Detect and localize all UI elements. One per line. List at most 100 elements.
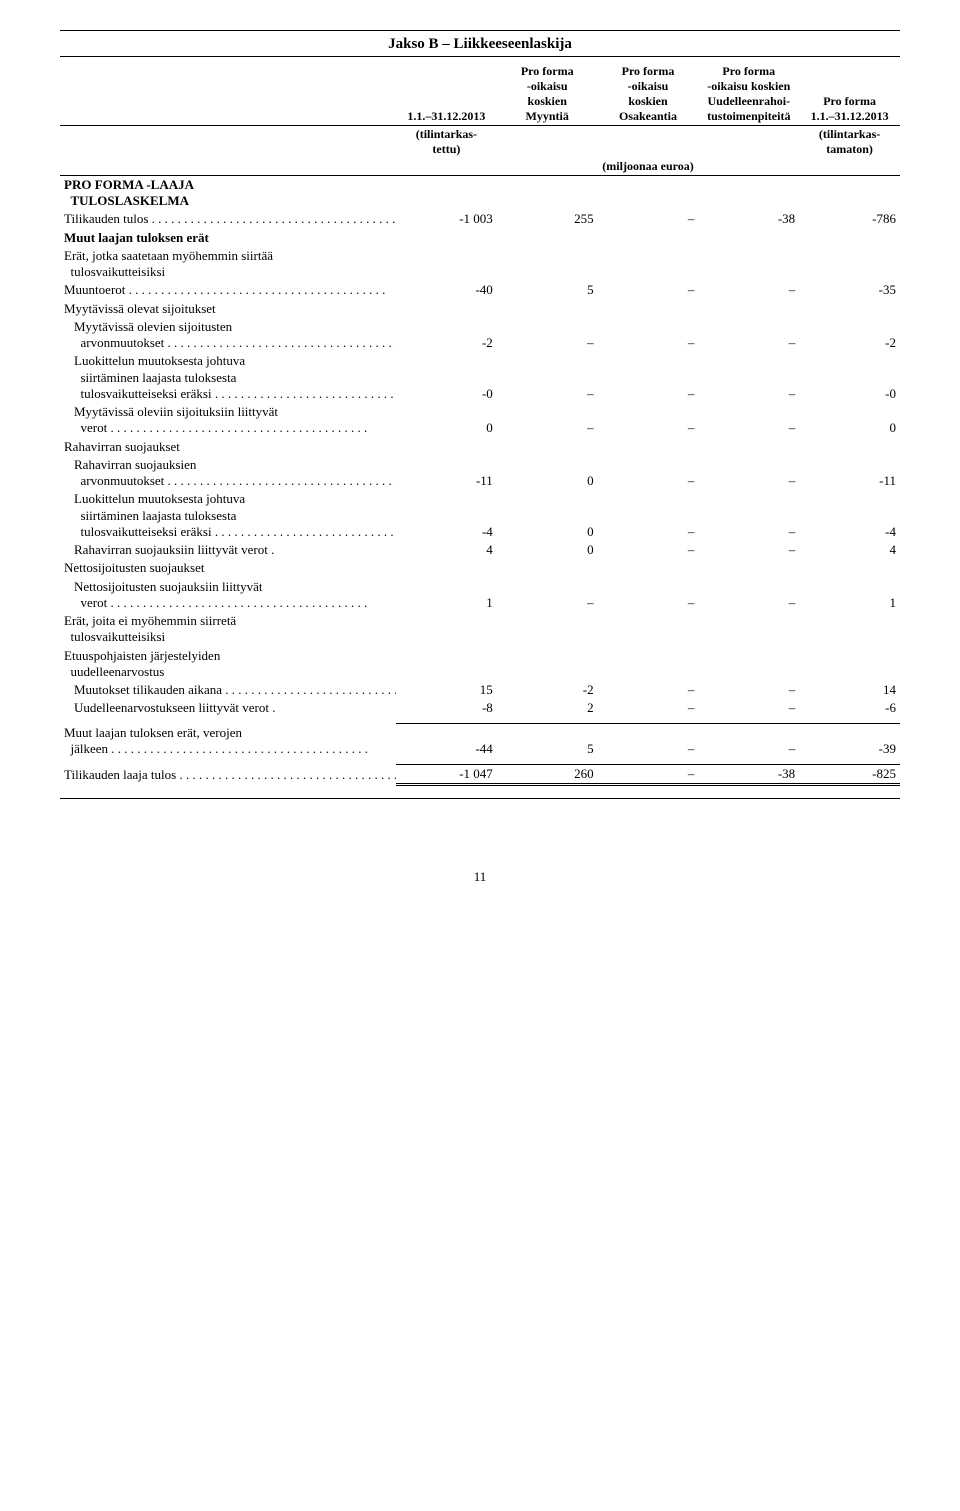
cell: – [598,541,699,559]
cell: -38 [698,764,799,784]
table-row: Luokittelun muutoksesta johtuva siirtämi… [60,490,900,541]
cell: – [598,456,699,491]
cell: -38 [698,210,799,228]
cell: 5 [497,724,598,759]
cell: – [598,352,699,403]
row-heading: Rahavirran suojaukset [60,438,396,456]
cell: 5 [497,281,598,299]
table-row: Erät, jotka saatetaan myöhemmin siirtää … [60,247,900,282]
table-row: Rahavirran suojaukset [60,438,900,456]
cell: – [497,578,598,613]
row-label: Muutokset tilikauden aikana [74,682,222,697]
cell: 14 [799,681,900,699]
table-row: Muutokset tilikauden aikana 15 -2 – – 14 [60,681,900,699]
table-row: Myytävissä olevat sijoitukset [60,300,900,318]
cell: -1 047 [396,764,497,784]
table-row: Nettosijoitusten suojauksiin liittyvät v… [60,578,900,613]
table-row: Myytävissä olevien sijoitusten arvonmuut… [60,318,900,353]
cell: 0 [497,541,598,559]
cell: 0 [799,403,900,438]
subhead-audited: (tilintarkas- tettu) [396,125,497,158]
cell: – [698,541,799,559]
row-label: Rahavirran suojauksien arvonmuutokset [60,456,396,491]
cell: – [698,403,799,438]
subhead-unaudited: (tilintarkas- tamaton) [799,125,900,158]
document-frame: Jakso B – Liikkeeseenlaskija 1.1.–31.12.… [60,30,900,799]
cell: – [598,699,699,717]
cell: -11 [799,456,900,491]
col-header-adj-shares: Pro forma -oikaisu koskien Osakeantia [598,63,699,126]
table-header-row: 1.1.–31.12.2013 Pro forma -oikaisu koski… [60,63,900,126]
cell: 2 [497,699,598,717]
cell: -0 [799,352,900,403]
cell: – [598,578,699,613]
cell: – [698,456,799,491]
col-header-proforma: Pro forma 1.1.–31.12.2013 [799,63,900,126]
table-unit-row: (miljoonaa euroa) [60,158,900,176]
table-row: Tilikauden tulos -1 003 255 – -38 -786 [60,210,900,228]
cell: -11 [396,456,497,491]
cell: – [598,281,699,299]
financial-table: 1.1.–31.12.2013 Pro forma -oikaisu koski… [60,63,900,786]
cell: – [698,724,799,759]
cell: 1 [799,578,900,613]
cell: – [698,281,799,299]
cell: – [598,764,699,784]
table-row: Muut laajan tuloksen erät, verojen jälke… [60,724,900,759]
cell: -2 [497,681,598,699]
cell: -786 [799,210,900,228]
cell: 4 [799,541,900,559]
cell: – [698,352,799,403]
cell: 0 [497,490,598,541]
cell: – [497,318,598,353]
cell: – [497,352,598,403]
table-row: Erät, joita ei myöhemmin siirretä tulosv… [60,612,900,647]
cell: -825 [799,764,900,784]
cell: -40 [396,281,497,299]
cell: – [598,490,699,541]
cell: – [598,210,699,228]
cell: – [698,318,799,353]
cell: – [698,490,799,541]
cell: -4 [396,490,497,541]
row-label: Muuntoerot [64,282,125,297]
page-number: 11 [60,869,900,885]
cell: 1 [396,578,497,613]
col-header-adj-refin: Pro forma -oikaisu koskien Uudelleenraho… [698,63,799,126]
row-label: Nettosijoitusten suojauksiin liittyvät v… [60,578,396,613]
row-heading: Erät, jotka saatetaan myöhemmin siirtää … [60,247,396,282]
cell: 4 [396,541,497,559]
cell: -1 003 [396,210,497,228]
table-row: Nettosijoitusten suojaukset [60,559,900,577]
cell: -2 [799,318,900,353]
cell: 0 [497,456,598,491]
row-label: Muut laajan tuloksen erät, verojen jälke… [60,724,396,759]
cell: -0 [396,352,497,403]
cell: 260 [497,764,598,784]
cell: – [598,403,699,438]
cell: – [598,318,699,353]
row-heading: Myytävissä olevat sijoitukset [60,300,396,318]
cell: – [698,578,799,613]
table-row: Myytävissä oleviin sijoituksiin liittyvä… [60,403,900,438]
row-label: Tilikauden tulos [64,211,148,226]
row-label: Myytävissä olevien sijoitusten arvonmuut… [60,318,396,353]
table-row: Luokittelun muutoksesta johtuva siirtämi… [60,352,900,403]
cell: 255 [497,210,598,228]
row-heading: Nettosijoitusten suojaukset [60,559,396,577]
cell: – [698,681,799,699]
row-label: Rahavirran suojauksiin liittyvät verot [74,542,268,557]
row-heading: Muut laajan tuloksen erät [60,229,396,247]
row-label: Luokittelun muutoksesta johtuva siirtämi… [60,490,396,541]
table-row-total: Tilikauden laaja tulos -1 047 260 – -38 … [60,764,900,784]
table-row: Muuntoerot -40 5 – – -35 [60,281,900,299]
cell: – [698,699,799,717]
cell: 0 [396,403,497,438]
cell: -2 [396,318,497,353]
row-label: Luokittelun muutoksesta johtuva siirtämi… [60,352,396,403]
row-label: Uudelleenarvostukseen liittyvät verot [74,700,269,715]
row-heading: Erät, joita ei myöhemmin siirretä tulosv… [60,612,396,647]
cell: – [598,681,699,699]
cell: -44 [396,724,497,759]
cell: -35 [799,281,900,299]
